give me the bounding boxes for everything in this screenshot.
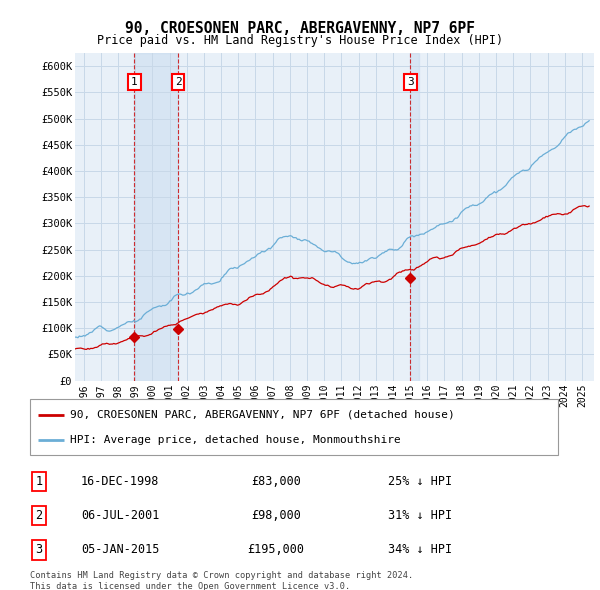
Text: 1: 1 bbox=[35, 475, 43, 488]
Bar bbox=[134, 53, 178, 381]
Text: £98,000: £98,000 bbox=[251, 509, 301, 522]
Text: 90, CROESONEN PARC, ABERGAVENNY, NP7 6PF (detached house): 90, CROESONEN PARC, ABERGAVENNY, NP7 6PF… bbox=[70, 409, 454, 419]
FancyBboxPatch shape bbox=[30, 399, 558, 455]
Text: Contains HM Land Registry data © Crown copyright and database right 2024.
This d: Contains HM Land Registry data © Crown c… bbox=[30, 571, 413, 590]
Text: 06-JUL-2001: 06-JUL-2001 bbox=[81, 509, 159, 522]
Text: £195,000: £195,000 bbox=[248, 543, 305, 556]
Text: Price paid vs. HM Land Registry's House Price Index (HPI): Price paid vs. HM Land Registry's House … bbox=[97, 34, 503, 47]
Bar bbox=[410, 53, 419, 381]
Text: 34% ↓ HPI: 34% ↓ HPI bbox=[388, 543, 452, 556]
Text: HPI: Average price, detached house, Monmouthshire: HPI: Average price, detached house, Monm… bbox=[70, 435, 400, 445]
Text: 05-JAN-2015: 05-JAN-2015 bbox=[81, 543, 159, 556]
Text: 2: 2 bbox=[175, 77, 182, 87]
Text: 2: 2 bbox=[35, 509, 43, 522]
Text: 90, CROESONEN PARC, ABERGAVENNY, NP7 6PF: 90, CROESONEN PARC, ABERGAVENNY, NP7 6PF bbox=[125, 21, 475, 35]
Text: 16-DEC-1998: 16-DEC-1998 bbox=[81, 475, 159, 488]
Text: 25% ↓ HPI: 25% ↓ HPI bbox=[388, 475, 452, 488]
Text: £83,000: £83,000 bbox=[251, 475, 301, 488]
Text: 3: 3 bbox=[407, 77, 414, 87]
Text: 31% ↓ HPI: 31% ↓ HPI bbox=[388, 509, 452, 522]
Text: 1: 1 bbox=[131, 77, 138, 87]
Text: 3: 3 bbox=[35, 543, 43, 556]
